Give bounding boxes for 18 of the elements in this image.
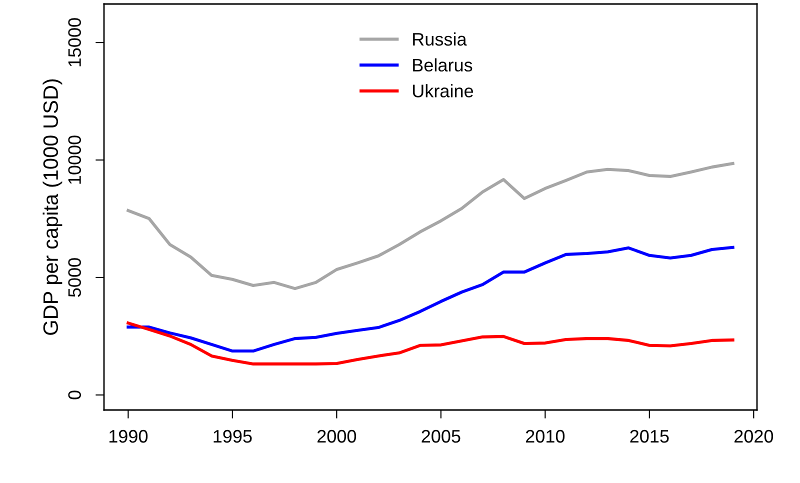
x-tick-label: 2010 — [526, 430, 565, 443]
legend-label: Russia — [413, 32, 467, 46]
x-tick-label: 2005 — [422, 430, 460, 443]
y-tick-label: 10000 — [68, 136, 81, 184]
y-tick-label: 5000 — [68, 258, 81, 297]
line-series — [126, 322, 734, 366]
x-tick-label: 2000 — [318, 430, 356, 443]
x-tick-label: 2015 — [630, 430, 669, 443]
line-series — [126, 162, 734, 290]
x-tick-label: 1995 — [214, 430, 252, 443]
line-series — [126, 246, 734, 353]
y-tick-label: 0 — [68, 390, 81, 400]
x-tick-label: 1990 — [109, 430, 148, 443]
legend-label: Ukraine — [413, 84, 474, 98]
y-axis-title: GDP per capita (1000 USD) — [42, 79, 62, 335]
y-tick-label: 15000 — [68, 18, 81, 66]
x-tick-label: 2020 — [734, 430, 774, 443]
legend-label: Belarus — [413, 58, 472, 72]
